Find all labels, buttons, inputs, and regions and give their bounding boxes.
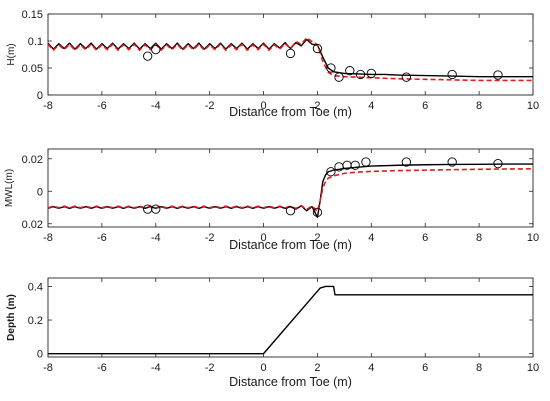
measured-point	[447, 69, 457, 80]
measured-point	[350, 160, 360, 170]
x-axis-label: Distance from Toe (m)	[229, 375, 352, 389]
x-axis-label: Distance from Toe (m)	[229, 238, 352, 252]
y-tick-label: 0.05	[22, 63, 43, 75]
panel-depth-profile: -8 -6 -4 -2 0 2 4 6 8 10 0 0.2 0.4 Distance from Toe …	[6, 277, 539, 389]
measured-point	[493, 158, 503, 169]
x-tick-label: 10	[527, 100, 539, 112]
x-tick-label: -6	[97, 362, 107, 374]
x-tick-label: -8	[43, 100, 53, 112]
x-tick-label: 4	[368, 232, 374, 244]
y-tick-label: 0.4	[28, 281, 43, 293]
plot-area	[47, 277, 534, 358]
measured-point	[326, 167, 336, 177]
measured-point	[447, 157, 457, 167]
y-tick-label: 0	[37, 90, 43, 102]
x-tick-label: 10	[527, 362, 539, 374]
y-tick-label: 0.2	[28, 315, 43, 327]
x-tick-label: -2	[205, 100, 215, 112]
series-line-dashed	[48, 36, 533, 82]
y-tick-label: 0.15	[22, 9, 43, 21]
x-tick-label: -6	[97, 100, 107, 112]
measured-point	[401, 157, 412, 167]
measured-point	[285, 48, 296, 59]
x-tick-label: 0	[260, 362, 266, 374]
measured-point	[326, 63, 336, 73]
x-tick-label: -2	[205, 362, 215, 374]
x-tick-label: 8	[476, 100, 482, 112]
panel-wave-height: -8 -6 -4 -2 0 2 4 6 8 10 0 0.05 0.1 0.15 Distance from…	[6, 9, 539, 119]
x-tick-label: 4	[368, 362, 374, 374]
x-tick-label: -8	[43, 232, 53, 244]
x-tick-label: -4	[151, 362, 161, 374]
x-tick-label: 0	[260, 232, 266, 244]
x-tick-label: 10	[527, 232, 539, 244]
bathymetry-line	[48, 285, 533, 355]
plot-area	[47, 13, 534, 96]
x-tick-label: 8	[476, 362, 482, 374]
x-tick-label: 6	[422, 232, 428, 244]
y-tick-label: 0	[37, 349, 43, 361]
y-tick-label: 0.02	[22, 219, 43, 231]
y-axis-label: MWL(m)	[4, 169, 15, 207]
x-tick-label: -6	[97, 232, 107, 244]
x-tick-label: -2	[205, 232, 215, 244]
measured-point	[345, 66, 355, 76]
x-tick-label: -4	[151, 100, 161, 112]
y-axis-label: Depth (m)	[6, 294, 17, 341]
measured-point	[361, 157, 371, 167]
measured-point	[143, 51, 153, 61]
measured-point	[355, 69, 366, 80]
series-line-solid	[48, 38, 533, 78]
x-tick-label: 2	[314, 362, 320, 374]
x-tick-label: 6	[422, 362, 428, 374]
series-line-dashed	[48, 168, 533, 213]
x-tick-label: 6	[422, 100, 428, 112]
x-tick-label: 0	[260, 100, 266, 112]
measured-point	[401, 72, 412, 82]
plot-area	[47, 148, 534, 228]
y-tick-label: 0	[37, 186, 43, 198]
measured-point	[312, 207, 323, 218]
measured-point	[366, 68, 376, 79]
x-tick-label: 2	[314, 232, 320, 244]
x-tick-label: -8	[43, 362, 53, 374]
y-axis-label: H(m)	[6, 43, 17, 65]
measured-point	[151, 44, 161, 55]
x-tick-label: -4	[151, 232, 161, 244]
y-tick-label: 0.1	[28, 36, 43, 48]
x-tick-label: 2	[314, 100, 320, 112]
y-tick-label: 0.02	[22, 154, 43, 166]
x-tick-label: 8	[476, 232, 482, 244]
measured-point	[151, 204, 161, 214]
measured-point	[312, 43, 323, 54]
x-axis-label: Distance from Toe (m)	[229, 105, 352, 119]
measured-point	[334, 72, 344, 82]
x-tick-label: 4	[368, 100, 374, 112]
measured-point	[285, 206, 296, 216]
panel-mean-water-level: -8 -6 -4 -2 0 2 4 6 8 10 0.02 0 0.02 Distance from To…	[4, 148, 539, 252]
measured-point	[493, 70, 503, 80]
